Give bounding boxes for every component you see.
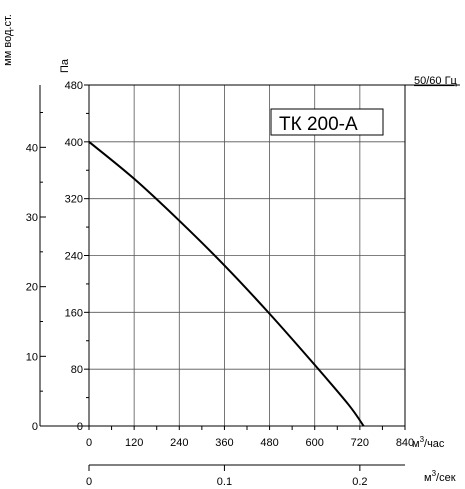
mm-tick-label: 40 [26, 142, 38, 154]
grid-lines [89, 85, 405, 426]
x-axis-unit-sec: м3/сек [424, 469, 456, 484]
chart-title: ТК 200-А [279, 114, 358, 135]
y-tick-label-pa: 480 [65, 80, 83, 92]
sec-tick-label: 0.1 [217, 476, 232, 488]
y-tick-label-pa: 160 [65, 307, 83, 319]
y-axis-label-mm: мм вод.ст. [2, 14, 14, 66]
mm-tick-label: 10 [26, 351, 38, 363]
sec-tick-label: 0 [86, 476, 92, 488]
y-tick-label-pa: 320 [65, 194, 83, 206]
y-tick-label-pa: 0 [77, 421, 83, 433]
mm-tick-label: 0 [32, 421, 38, 433]
mm-tick-label: 20 [26, 282, 38, 294]
series-line [88, 141, 365, 427]
x-axis-unit-hour: м3/час [412, 435, 445, 450]
mm-tick-label: 30 [26, 212, 38, 224]
y-tick-label-pa: 400 [65, 137, 83, 149]
x-tick-label: 480 [260, 437, 278, 449]
sec-tick-label: 0.2 [352, 476, 367, 488]
chart-title-box [270, 108, 384, 136]
series-curves [88, 141, 365, 427]
frequency-label: 50/60 Гц [414, 75, 458, 87]
x-tick-label: 600 [306, 437, 324, 449]
x-tick-label: 240 [170, 437, 188, 449]
y-axis-label-pa: Па [59, 58, 71, 73]
axes [39, 84, 460, 471]
x-tick-label: 0 [86, 437, 92, 449]
tick-labels: 0 120 240 360 480 600 720 840080160240320400480… [26, 80, 414, 488]
x-tick-label: 360 [215, 437, 233, 449]
y-tick-label-pa: 240 [65, 251, 83, 263]
x-tick-label: 120 [125, 437, 143, 449]
x-tick-label: 720 [351, 437, 369, 449]
x-tick-label: 840 [396, 437, 414, 449]
y-tick-label-pa: 80 [71, 364, 83, 376]
